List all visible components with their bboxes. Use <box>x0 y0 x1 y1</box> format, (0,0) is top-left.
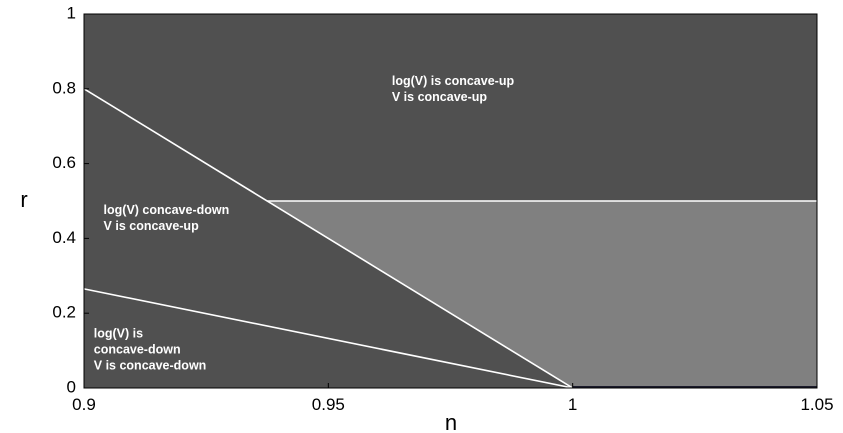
x-tick-label: 1.05 <box>800 395 833 414</box>
y-tick-label: 0.2 <box>52 303 76 322</box>
light-region <box>267 201 817 388</box>
y-tick-label: 0 <box>67 377 76 396</box>
region-label-1: log(V) is concave-up V is concave-up <box>392 74 515 104</box>
plot-frame <box>83 13 818 389</box>
y-tick-label: 0.8 <box>52 78 76 97</box>
y-tick-label: 0.4 <box>52 228 76 247</box>
region-label-2: log(V) concave-down V is concave-up <box>104 203 230 233</box>
x-tick-label: 0.9 <box>72 395 96 414</box>
x-tick-label: 0.95 <box>312 395 345 414</box>
boundary-line-2 <box>83 288 573 389</box>
x-axis-label: n <box>445 410 457 433</box>
region-label-3: log(V) is concave-down V is concave-down <box>94 327 207 373</box>
y-axis-label: r <box>20 187 27 212</box>
x-tick-label: 1 <box>568 395 577 414</box>
y-tick-label: 1 <box>67 3 76 22</box>
boundary-line-1 <box>83 88 574 389</box>
y-tick-label: 0.6 <box>52 153 76 172</box>
